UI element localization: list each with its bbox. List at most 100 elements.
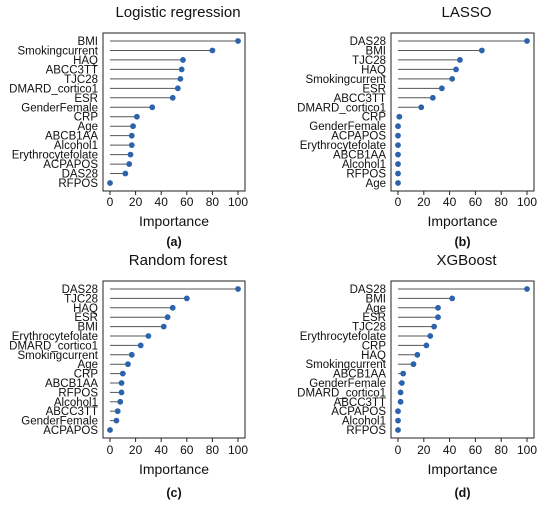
lollipop-point [177, 75, 184, 82]
lollipop-point [395, 142, 401, 149]
panel-2: LASSODAS28BMITJC28HAQSmokingcurrentESRAB… [297, 4, 537, 249]
lollipop-point [118, 380, 125, 386]
lollipop-point [400, 370, 407, 377]
x-tick-label: 40 [155, 443, 169, 457]
category-label: Smokingcurrent [17, 350, 98, 362]
x-tick-label: 80 [495, 443, 509, 457]
lollipop-point [395, 408, 401, 415]
category-label: Smokingcurrent [305, 359, 386, 371]
category-label: DAS28 [350, 36, 386, 48]
lollipop-point [137, 342, 144, 349]
lollipop-point [114, 408, 121, 415]
category-label: ABCB1AA [333, 150, 386, 162]
panel-3: Random forest DAS28TJC28HAQESRBMIErythroc… [9, 252, 248, 500]
lollipop-point [107, 180, 113, 186]
lollipop-point [169, 304, 176, 311]
category-label: DMARD_cortico1 [9, 83, 98, 95]
lollipop-point [122, 170, 129, 177]
category-label: ACPAPOS [43, 159, 98, 171]
lollipop-point [209, 47, 216, 54]
panel-1: Logistic regressionBMISmokingcurrentHAQA… [9, 4, 248, 249]
lollipop-point [174, 85, 181, 92]
x-tick-label: 100 [228, 443, 248, 457]
x-tick-label: 80 [206, 443, 220, 457]
lollipop-point [130, 123, 136, 130]
lollipop-point [235, 38, 241, 44]
category-label: HAQ [361, 350, 386, 362]
category-label: ESR [362, 312, 386, 324]
x-axis-label: Importance [427, 461, 497, 477]
category-label: Age [78, 121, 98, 133]
category-label: TJC28 [352, 322, 386, 334]
x-tick-label: 60 [180, 195, 194, 209]
category-label: ACPAPOS [43, 425, 98, 437]
lollipop-point [414, 351, 421, 358]
panel-caption: (c) [166, 486, 181, 500]
lollipop-point [133, 113, 140, 120]
category-label: Alcohol1 [342, 159, 386, 171]
lollipop-point [395, 427, 401, 433]
lollipop-point [126, 161, 133, 167]
lollipop-point [435, 304, 441, 311]
panel-title: Logistic regression [115, 4, 240, 21]
lollipop-point [524, 286, 530, 292]
lollipop-point [117, 398, 124, 405]
lollipop-point [107, 427, 113, 433]
x-tick-label: 80 [495, 195, 509, 209]
x-tick-label: 100 [517, 443, 537, 457]
panel-title: LASSO [441, 4, 491, 21]
category-label: ABCB1AA [45, 378, 98, 390]
category-label: ACPAPOS [331, 406, 386, 418]
lollipop-point [431, 323, 438, 330]
category-label: DAS28 [62, 284, 98, 296]
lollipop-point [449, 295, 456, 302]
category-label: ESR [74, 93, 98, 105]
category-label: RFPOS [58, 178, 98, 190]
x-axis-label: Importance [427, 213, 497, 229]
category-label: ABCB1AA [333, 369, 386, 381]
x-tick-label: 80 [206, 195, 220, 209]
lollipop-point [395, 417, 401, 424]
lollipop-point [149, 104, 156, 111]
category-label: Alcohol1 [342, 416, 386, 428]
category-label: HAQ [73, 303, 98, 315]
lollipop-point [395, 123, 401, 130]
x-tick-label: 20 [129, 195, 143, 209]
category-label: Age [366, 178, 386, 190]
lollipop-point [449, 75, 456, 82]
category-label: ABCC3TT [334, 397, 386, 409]
x-tick-label: 20 [129, 443, 143, 457]
lollipop-point [113, 417, 120, 424]
category-label: Smokingcurrent [17, 45, 98, 57]
lollipop-point [119, 370, 126, 377]
category-label: TJC28 [64, 293, 98, 305]
panel-title: XGBoost [436, 252, 497, 269]
x-axis-label: Importance [139, 213, 209, 229]
lollipop-point [128, 142, 135, 149]
lollipop-point [178, 66, 185, 73]
lollipop-point [180, 57, 186, 63]
category-label: Age [366, 303, 386, 315]
category-label: DMARD_cortico1 [297, 102, 386, 114]
category-label: Alcohol1 [54, 140, 98, 152]
category-label: ABCB1AA [45, 131, 98, 143]
category-label: CRP [362, 340, 387, 352]
lollipop-point [429, 94, 436, 101]
category-label: Erythrocytefolate [300, 140, 386, 152]
category-label: RFPOS [346, 425, 386, 437]
category-label: ABCC3TT [334, 93, 386, 105]
category-label: CRP [362, 112, 387, 124]
lollipop-point [435, 314, 441, 321]
lollipop-point [395, 161, 401, 167]
lollipop-point [438, 85, 445, 92]
category-label: GenderFemale [21, 416, 98, 428]
panel-caption: (b) [455, 235, 471, 249]
x-tick-label: 60 [180, 443, 194, 457]
lollipop-point [396, 113, 403, 120]
category-label: RFPOS [58, 387, 98, 399]
category-label: BMI [366, 293, 386, 305]
x-tick-label: 100 [228, 195, 248, 209]
lollipop-point [128, 351, 135, 358]
x-tick-label: 20 [417, 443, 431, 457]
category-label: DMARD_cortico1 [9, 340, 98, 352]
